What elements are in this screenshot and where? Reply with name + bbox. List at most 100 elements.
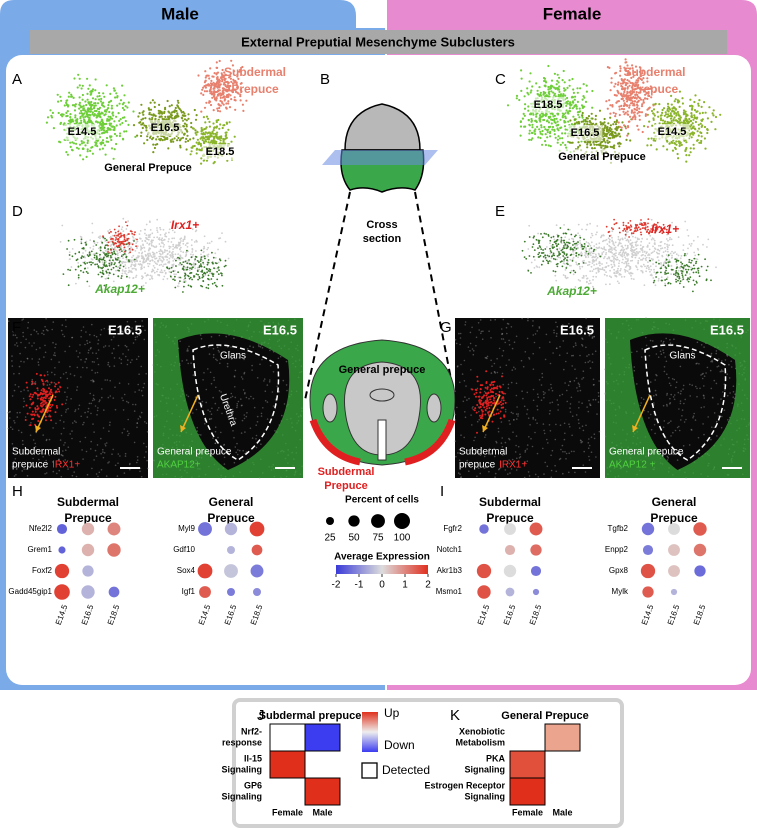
cell — [196, 148, 198, 150]
cell — [551, 256, 553, 258]
cell — [133, 237, 135, 239]
cell — [197, 267, 199, 269]
cell — [615, 123, 617, 125]
cell — [173, 264, 175, 266]
cell — [173, 111, 175, 113]
cell — [705, 112, 707, 114]
cell — [693, 240, 695, 242]
cell — [694, 94, 696, 96]
cell — [704, 258, 706, 260]
cell — [657, 111, 659, 113]
cell — [540, 92, 542, 94]
cell — [582, 246, 584, 248]
cell — [123, 102, 125, 104]
cell — [668, 265, 670, 267]
cell — [606, 239, 608, 241]
cell — [49, 109, 51, 111]
cell — [121, 85, 123, 87]
cell — [540, 94, 542, 96]
cell — [586, 241, 588, 243]
cell — [230, 141, 232, 143]
cell — [90, 261, 92, 263]
cell — [690, 147, 692, 149]
cell — [627, 260, 629, 262]
speck — [103, 346, 105, 348]
cell — [86, 271, 88, 273]
cell — [221, 275, 223, 277]
cell — [126, 238, 128, 240]
cell — [106, 84, 108, 86]
cell — [125, 270, 127, 272]
cell — [220, 77, 222, 79]
cell — [132, 110, 134, 112]
cell — [159, 116, 161, 118]
cell — [74, 239, 76, 241]
cell — [220, 97, 222, 99]
cell — [657, 116, 659, 118]
cell — [222, 90, 224, 92]
cell — [89, 251, 91, 253]
cell — [638, 108, 640, 110]
cell — [80, 241, 82, 243]
cell — [590, 251, 592, 253]
cell — [637, 244, 639, 246]
cell — [117, 231, 119, 233]
cell — [651, 137, 653, 139]
cell — [628, 120, 630, 122]
cell — [687, 265, 689, 267]
cell — [201, 89, 203, 91]
cell — [683, 120, 685, 122]
cell — [587, 242, 589, 244]
cell — [122, 107, 124, 109]
cell — [120, 235, 122, 237]
cell — [71, 141, 73, 143]
cell — [209, 126, 211, 128]
cell — [222, 127, 224, 129]
cell — [82, 147, 84, 149]
cell — [109, 229, 111, 231]
cell — [163, 229, 165, 231]
cell — [653, 271, 655, 273]
cell — [97, 102, 99, 104]
cell — [79, 154, 81, 156]
cell — [523, 113, 525, 115]
cell — [136, 135, 138, 137]
cell — [694, 255, 696, 257]
cell — [581, 104, 583, 106]
cell — [86, 112, 88, 114]
cell — [574, 250, 576, 252]
cell — [131, 271, 133, 273]
cell — [146, 234, 148, 236]
cell — [106, 272, 108, 274]
cell — [672, 150, 674, 152]
cell — [590, 254, 592, 256]
cell — [691, 136, 693, 138]
cell — [648, 121, 650, 123]
cell — [553, 119, 555, 121]
cell — [555, 122, 557, 124]
cell — [208, 268, 210, 270]
cell — [520, 90, 522, 92]
cell — [706, 278, 708, 280]
cell — [138, 263, 140, 265]
cell — [564, 125, 566, 127]
cell — [557, 142, 559, 144]
cell — [573, 257, 575, 259]
cell — [596, 272, 598, 274]
cell — [218, 128, 220, 130]
cell — [694, 268, 696, 270]
urethra-plate — [378, 420, 386, 460]
cell — [96, 110, 98, 112]
cell — [213, 257, 215, 259]
speck — [47, 371, 49, 373]
cell — [180, 251, 182, 253]
cell — [586, 146, 588, 148]
cell — [76, 118, 78, 120]
cell — [637, 129, 639, 131]
cell — [541, 116, 543, 118]
cell — [179, 249, 181, 251]
cell — [209, 242, 211, 244]
cell — [167, 262, 169, 264]
cell — [187, 113, 189, 115]
cell — [77, 258, 79, 260]
